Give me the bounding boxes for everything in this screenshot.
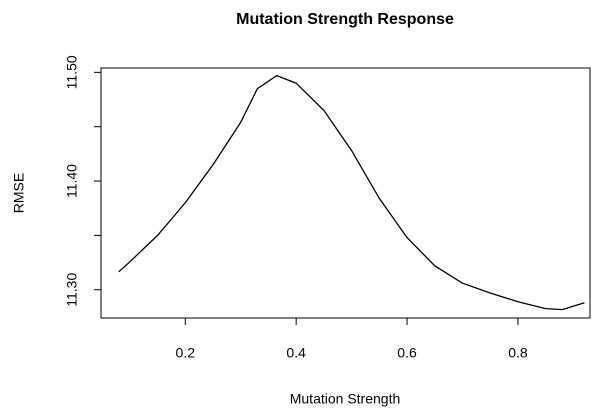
line-series	[118, 74, 585, 311]
x-tick-label: 0.4	[286, 345, 306, 361]
y-tick-label: 11.50	[64, 55, 80, 89]
y-tick-label: 11.30	[64, 273, 80, 307]
chart-title: Mutation Strength Response	[236, 11, 454, 28]
y-tick-label: 11.40	[64, 164, 80, 198]
x-tick-label: 0.8	[508, 345, 528, 361]
x-tick-label: 0.2	[176, 345, 196, 361]
plot-frame	[100, 67, 591, 319]
y-axis-title: RMSE	[11, 173, 27, 213]
x-axis-title: Mutation Strength	[290, 391, 401, 407]
x-tick-label: 0.6	[397, 345, 417, 361]
